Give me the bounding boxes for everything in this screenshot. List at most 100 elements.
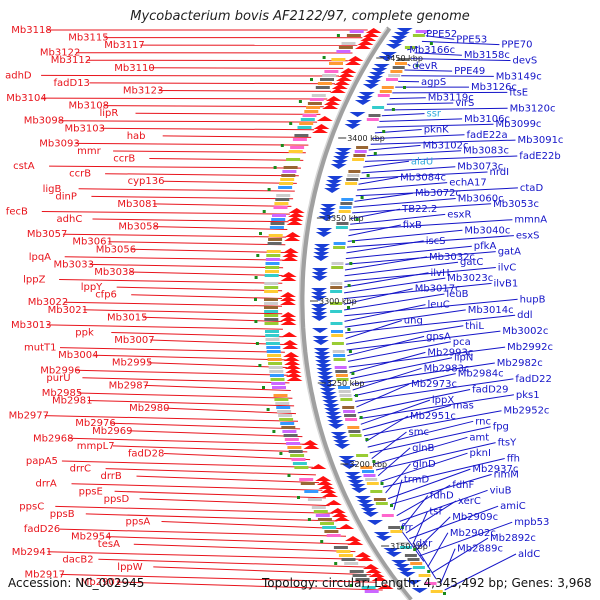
reverse-gene-arrow bbox=[360, 508, 377, 513]
function-track-segment bbox=[334, 366, 347, 369]
function-track-segment bbox=[372, 106, 385, 109]
function-track-segment bbox=[347, 174, 360, 177]
right-leader-line bbox=[416, 516, 451, 551]
reverse-gene-arrow bbox=[367, 76, 383, 81]
right-gene-label: Mb2889c bbox=[457, 544, 503, 555]
right-leader-line bbox=[390, 473, 492, 505]
function-track-segment bbox=[365, 478, 378, 481]
right-leader-line bbox=[427, 532, 449, 568]
function-track-segment bbox=[264, 282, 279, 285]
right-gene-label: PPE53 bbox=[456, 34, 487, 45]
forward-gene-arrow bbox=[338, 524, 355, 529]
left-leader-line bbox=[49, 165, 302, 169]
reverse-gene-arrow bbox=[319, 208, 336, 213]
function-track-segment bbox=[388, 74, 401, 77]
left-gene-label: cstA bbox=[13, 161, 35, 172]
right-gene-label: Mb3032c bbox=[429, 252, 475, 263]
right-leader-line bbox=[350, 213, 446, 225]
right-gene-label: ilvH bbox=[431, 268, 450, 279]
right-leader-line bbox=[401, 75, 494, 77]
forward-gene-arrow bbox=[347, 540, 364, 545]
reverse-gene-arrow bbox=[333, 156, 350, 161]
function-track-segment bbox=[268, 238, 283, 241]
function-track-segment bbox=[364, 590, 379, 593]
right-leader-line bbox=[353, 198, 456, 208]
reverse-gene-arrow bbox=[321, 396, 338, 401]
forward-gene-arrow bbox=[354, 44, 371, 49]
function-track-segment bbox=[375, 502, 388, 505]
forward-gene-arrow bbox=[285, 372, 302, 377]
minor-tick bbox=[400, 526, 404, 529]
left-leader-line bbox=[47, 551, 361, 560]
right-gene-label: Mb3084c bbox=[400, 172, 446, 183]
left-gene-label: Mb2976 bbox=[75, 418, 115, 429]
left-gene-label: Mb2901 bbox=[81, 577, 121, 588]
left-gene-label: adhC bbox=[57, 214, 83, 225]
forward-gene-arrow bbox=[333, 80, 350, 85]
function-track-segment bbox=[267, 354, 282, 357]
left-gene-label: Mb3057 bbox=[27, 229, 67, 240]
left-gene-label: adhD bbox=[5, 70, 32, 81]
reverse-gene-arrow bbox=[316, 368, 333, 373]
left-gene-label: Mb3123 bbox=[123, 86, 163, 97]
forward-gene-arrow bbox=[371, 576, 388, 581]
right-gene-label: glnD bbox=[413, 459, 436, 470]
left-leader-line bbox=[85, 513, 338, 522]
right-leader-line bbox=[409, 505, 499, 540]
function-track-segment bbox=[265, 330, 279, 333]
forward-gene-arrow bbox=[323, 100, 340, 105]
function-track-segment bbox=[273, 206, 288, 209]
right-leader-line bbox=[362, 404, 451, 431]
left-leader-line bbox=[59, 528, 347, 537]
minor-tick bbox=[287, 474, 291, 477]
left-gene-label: Mb2985 bbox=[42, 388, 82, 399]
left-gene-label: drrA bbox=[36, 479, 57, 490]
left-leader-line bbox=[98, 558, 366, 568]
right-leader-line bbox=[346, 240, 424, 254]
function-track-segment bbox=[266, 350, 281, 353]
function-track-segment bbox=[272, 386, 286, 389]
left-leader-line bbox=[105, 173, 299, 177]
minor-tick bbox=[310, 78, 313, 81]
left-gene-label: Mb3015 bbox=[107, 312, 147, 323]
reverse-gene-arrow bbox=[312, 256, 329, 261]
right-leader-line bbox=[344, 272, 429, 288]
left-gene-label: Mb3112 bbox=[51, 55, 91, 66]
reverse-gene-arrow bbox=[314, 244, 331, 249]
reverse-gene-arrow bbox=[362, 84, 379, 89]
minor-tick bbox=[334, 562, 338, 565]
right-gene-label: pknK bbox=[424, 125, 449, 136]
reverse-gene-arrow bbox=[327, 176, 344, 181]
minor-tick bbox=[267, 188, 271, 191]
right-gene-label: ssr bbox=[427, 109, 442, 120]
function-track-segment bbox=[274, 398, 289, 401]
right-leader-line bbox=[344, 309, 466, 328]
right-gene-label: fadD29 bbox=[472, 385, 508, 396]
right-gene-label: fixB bbox=[403, 220, 422, 231]
left-leader-line bbox=[136, 475, 320, 484]
left-leader-line bbox=[112, 445, 308, 453]
function-track-segment bbox=[287, 446, 302, 449]
left-gene-label: Mb3098 bbox=[24, 116, 64, 127]
right-leader-line bbox=[347, 341, 451, 362]
left-leader-line bbox=[163, 180, 297, 184]
left-leader-line bbox=[150, 339, 285, 345]
minor-tick bbox=[307, 518, 311, 521]
left-gene-label: Mb3056 bbox=[96, 244, 136, 255]
right-gene-label: Mb3083c bbox=[463, 146, 509, 157]
right-gene-label: echA17 bbox=[449, 178, 487, 189]
function-track-segment bbox=[390, 70, 403, 73]
right-gene-label: virS bbox=[455, 98, 474, 109]
function-track-segment bbox=[355, 578, 370, 581]
reverse-gene-arrow bbox=[323, 404, 340, 409]
function-track-segment bbox=[335, 374, 348, 377]
right-leader-line bbox=[349, 219, 513, 231]
function-track-segment bbox=[299, 478, 314, 481]
right-gene-label: Mb2973c bbox=[411, 379, 457, 390]
left-leader-line bbox=[68, 437, 305, 445]
function-track-segment bbox=[348, 430, 361, 433]
right-leader-line bbox=[381, 113, 425, 117]
reverse-gene-arrow bbox=[315, 232, 332, 237]
right-leader-line bbox=[392, 91, 508, 94]
